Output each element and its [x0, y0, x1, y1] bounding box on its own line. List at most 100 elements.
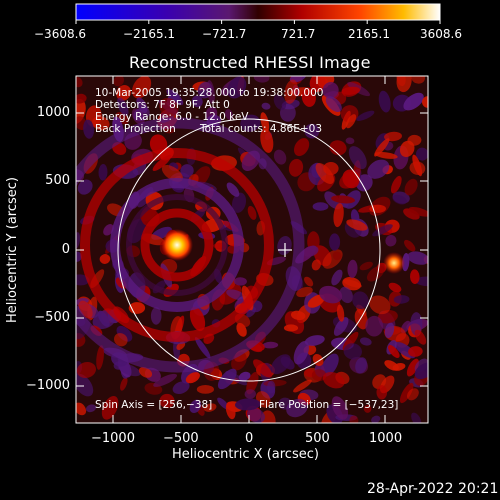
noise-speckle [150, 307, 162, 325]
colorbar-tick-label: 2165.1 [348, 27, 390, 41]
noise-speckle [76, 402, 87, 416]
reconstructed-image [76, 76, 428, 423]
noise-speckle [296, 286, 313, 298]
noise-speckle [404, 178, 418, 196]
noise-speckle [262, 341, 279, 349]
noise-speckle [304, 123, 320, 139]
noise-speckle [403, 92, 424, 111]
y-axis-label: Heliocentric Y (arcsec) [5, 177, 20, 323]
noise-speckle [280, 356, 295, 370]
y-tick-label: −1000 [26, 378, 70, 393]
noise-speckle [363, 404, 372, 413]
noise-speckle [331, 195, 356, 204]
noise-speckle [374, 151, 398, 159]
noise-speckle [331, 269, 343, 286]
noise-speckle [384, 322, 395, 339]
noise-speckle [159, 97, 179, 117]
total-counts-text: Total counts: 4.86E+03 [200, 123, 323, 135]
noise-speckle [203, 403, 217, 412]
flare-position-text: Flare Position = [−537,23] [259, 399, 399, 411]
noise-speckle [342, 169, 360, 189]
noise-speckle [388, 345, 400, 358]
noise-speckle [333, 317, 349, 336]
noise-speckle [352, 291, 369, 309]
noise-speckle [404, 239, 416, 252]
colorbar-tick-label: −3608.6 [34, 27, 87, 41]
colorbar-tick-label: 721.7 [281, 27, 316, 41]
spin-axis-text: Spin Axis = [256,−38] [95, 399, 213, 411]
noise-speckle [189, 399, 202, 413]
noise-speckle [406, 388, 419, 401]
noise-speckle [246, 307, 256, 318]
noise-speckle [408, 346, 423, 357]
time-range-text: 10-Mar-2005 19:35:28.000 to 19:38:00.000 [95, 87, 324, 99]
noise-speckle [343, 343, 362, 360]
plot-title: Reconstructed RHESSI Image [129, 53, 371, 72]
x-tick-label: 1000 [369, 431, 403, 446]
noise-speckle [293, 341, 309, 365]
noise-speckle [345, 137, 355, 145]
noise-speckle [96, 345, 104, 370]
detectors-text: Detectors: 7F 8F 9F, Att 0 [95, 99, 230, 111]
y-tick-label: 500 [45, 173, 70, 188]
noise-speckle [415, 276, 428, 287]
noise-speckle [385, 234, 397, 247]
noise-speckle [359, 261, 373, 271]
noise-speckle [365, 315, 384, 337]
noise-speckle [407, 251, 428, 265]
noise-speckle [388, 282, 402, 293]
noise-speckle [113, 76, 125, 87]
noise-speckle [227, 76, 247, 99]
noise-speckle [399, 140, 415, 158]
x-tick-label: −1000 [91, 431, 135, 446]
noise-speckle [347, 259, 358, 278]
noise-speckle [247, 407, 265, 423]
x-tick-label: 0 [245, 431, 254, 446]
noise-speckle [304, 335, 325, 346]
energy-range-text: Energy Range: 6.0 - 12.0 keV [95, 111, 249, 123]
noise-speckle [410, 312, 423, 336]
noise-speckle [260, 112, 270, 132]
noise-speckle [152, 154, 172, 172]
noise-speckle [76, 251, 82, 262]
noise-speckle [312, 202, 329, 211]
noise-speckle [414, 362, 428, 380]
noise-speckle [98, 164, 108, 181]
noise-speckle [323, 161, 339, 176]
noise-speckle [283, 324, 299, 332]
noise-speckle [346, 219, 368, 231]
noise-speckle [399, 382, 414, 404]
noise-speckle [331, 396, 349, 420]
noise-speckle [371, 415, 381, 423]
noise-speckle [261, 102, 271, 110]
noise-speckle [376, 385, 388, 400]
noise-speckle [390, 175, 402, 194]
noise-speckle [132, 76, 152, 99]
noise-speckle [393, 295, 410, 304]
noise-speckle [233, 277, 247, 286]
noise-speckle [392, 363, 406, 371]
noise-speckle [76, 373, 94, 397]
noise-speckle [355, 357, 368, 374]
noise-speckle [166, 89, 184, 106]
noise-speckle [325, 96, 342, 113]
noise-speckle [76, 76, 83, 88]
noise-speckle [284, 79, 298, 104]
noise-speckle [225, 401, 236, 420]
noise-speckle [311, 259, 321, 271]
noise-speckle [273, 149, 287, 165]
noise-speckle [319, 285, 343, 304]
noise-speckle [290, 310, 306, 321]
noise-speckle [196, 385, 214, 394]
x-axis-ticks [112, 76, 386, 423]
secondary-source [383, 252, 405, 274]
noise-speckle [321, 353, 339, 377]
noise-speckle [345, 114, 357, 129]
colorbar-tick-label: 3608.6 [420, 27, 462, 41]
noise-speckle [191, 95, 203, 108]
noise-speckle [411, 76, 426, 84]
noise-speckle [359, 337, 372, 346]
noise-speckle [76, 274, 90, 286]
noise-speckle [226, 182, 240, 197]
noise-speckle [83, 119, 95, 139]
